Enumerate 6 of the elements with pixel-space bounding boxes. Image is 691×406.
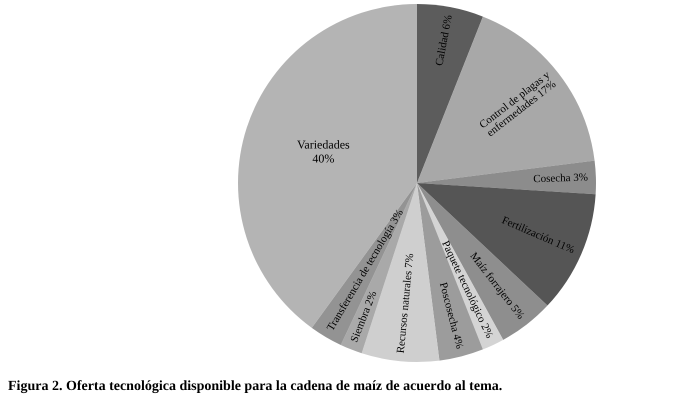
data-label: 40% bbox=[312, 152, 334, 166]
text: Figura 2. Oferta tecnológica disponible para la cadena de maíz de acuerdo al tema. bbox=[8, 379, 502, 394]
slice-label: Cosecha 3% bbox=[533, 172, 588, 186]
slice-label: Recursos naturales 7% bbox=[394, 252, 416, 354]
slice-label: Calidad 6% bbox=[433, 14, 455, 67]
slice-label: Variedades bbox=[297, 138, 350, 152]
